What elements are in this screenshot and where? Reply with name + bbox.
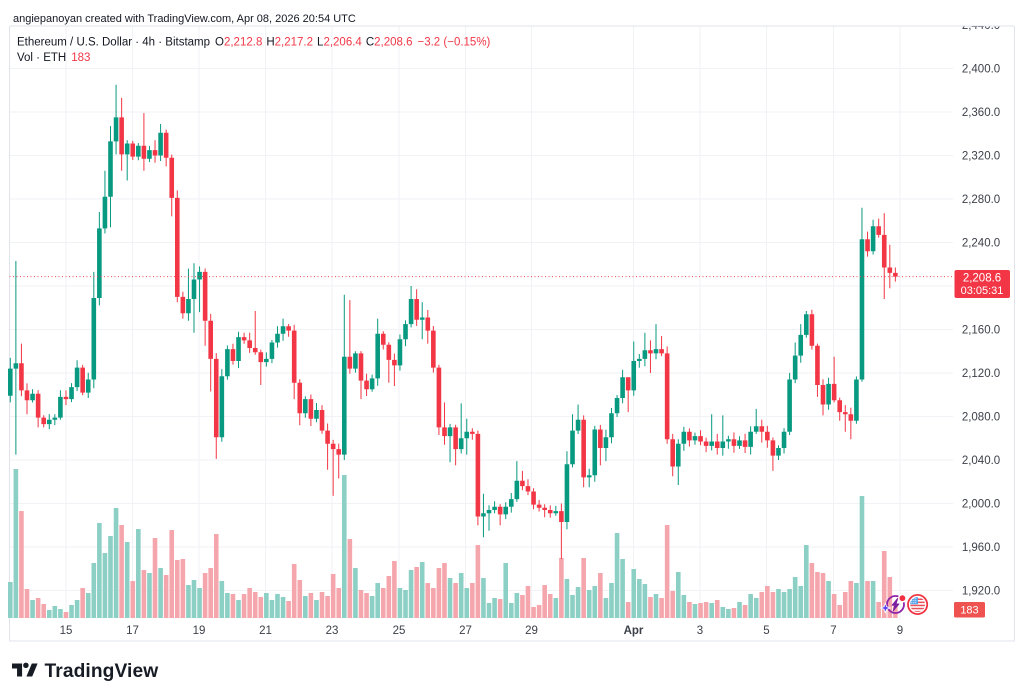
svg-text:Ethereum / U.S. Dollar · 4h ·: Ethereum / U.S. Dollar · 4h · Bitstamp O2… xyxy=(17,37,491,49)
svg-text:2,240.0: 2,240.0 xyxy=(962,238,1000,250)
svg-text:2,120.0: 2,120.0 xyxy=(962,368,1000,380)
svg-text:15: 15 xyxy=(60,625,73,637)
svg-text:5: 5 xyxy=(763,625,769,637)
svg-text:Apr: Apr xyxy=(624,625,644,637)
svg-text:19: 19 xyxy=(193,625,206,637)
svg-text:7: 7 xyxy=(830,625,836,637)
svg-text:TradingView: TradingView xyxy=(45,661,159,682)
svg-text:21: 21 xyxy=(259,625,272,637)
svg-text:27: 27 xyxy=(459,625,472,637)
svg-text:angiepanoyan created with Trad: angiepanoyan created with TradingView.co… xyxy=(13,13,356,25)
svg-text:2,080.0: 2,080.0 xyxy=(962,412,1000,424)
svg-text:1,960.0: 1,960.0 xyxy=(962,542,1000,554)
svg-text:2,360.0: 2,360.0 xyxy=(962,107,1000,119)
svg-text:03:05:31: 03:05:31 xyxy=(961,285,1004,297)
svg-text:183: 183 xyxy=(960,605,978,617)
svg-text:2,040.0: 2,040.0 xyxy=(962,455,1000,467)
svg-text:2,280.0: 2,280.0 xyxy=(962,194,1000,206)
svg-text:2,440.0: 2,440.0 xyxy=(962,20,1000,32)
svg-text:23: 23 xyxy=(326,625,339,637)
svg-text:3: 3 xyxy=(697,625,703,637)
svg-text:2,400.0: 2,400.0 xyxy=(962,64,1000,76)
svg-text:2,160.0: 2,160.0 xyxy=(962,325,1000,337)
svg-text:29: 29 xyxy=(525,625,538,637)
svg-text:25: 25 xyxy=(393,625,406,637)
svg-text:17: 17 xyxy=(126,625,139,637)
svg-text:2,320.0: 2,320.0 xyxy=(962,151,1000,163)
svg-text:1,920.0: 1,920.0 xyxy=(962,586,1000,598)
svg-text:2,000.0: 2,000.0 xyxy=(962,499,1000,511)
svg-text:9: 9 xyxy=(897,625,903,637)
svg-text:2,208.6: 2,208.6 xyxy=(963,273,1001,285)
